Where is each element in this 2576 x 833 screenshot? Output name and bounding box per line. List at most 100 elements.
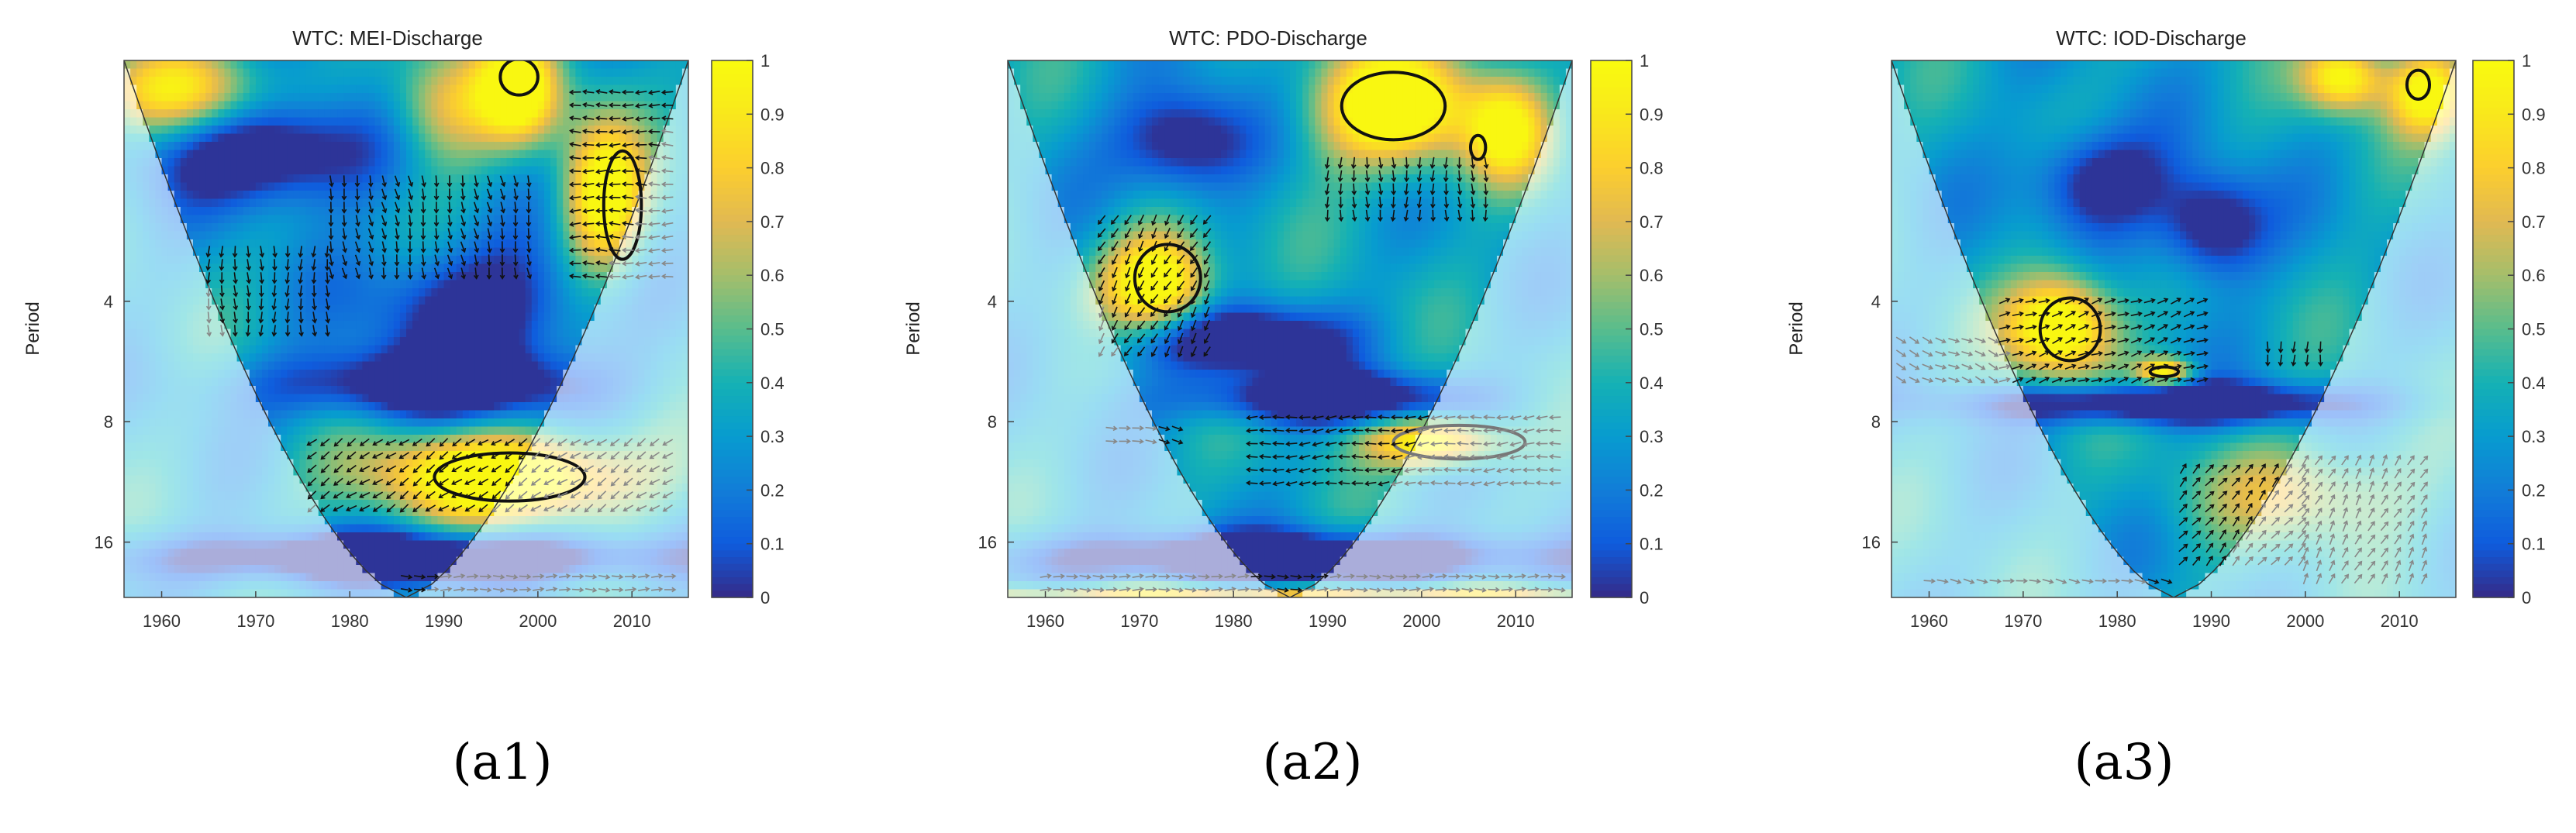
phase-arrow xyxy=(2104,324,2116,330)
phase-arrow xyxy=(272,259,278,271)
phase-arrow xyxy=(2298,542,2306,553)
phase-arrow xyxy=(386,491,396,499)
phase-arrow xyxy=(2012,324,2024,330)
phase-arrow xyxy=(1285,441,1298,447)
phase-arrow xyxy=(500,188,506,201)
phase-arrow xyxy=(2183,311,2195,318)
phase-arrow xyxy=(636,464,647,473)
phase-arrow xyxy=(346,464,357,473)
phase-arrow xyxy=(347,438,357,447)
phase-arrow xyxy=(1443,170,1449,183)
phase-arrow xyxy=(634,142,647,148)
phase-arrow xyxy=(1391,157,1397,170)
phase-arrow xyxy=(584,491,594,500)
phase-arrow xyxy=(246,298,251,311)
phase-arrow xyxy=(426,438,436,447)
phase-arrow xyxy=(2408,559,2415,572)
phase-arrow xyxy=(582,195,595,201)
phase-arrow xyxy=(1271,441,1285,446)
phase-arrow xyxy=(499,254,505,267)
phase-arrow xyxy=(2144,350,2155,357)
phase-arrow xyxy=(2302,533,2309,545)
phase-arrow xyxy=(634,155,647,161)
colorbar-tick-label: 0.8 xyxy=(1640,159,1664,178)
phase-arrow xyxy=(1522,441,1535,447)
phase-arrow xyxy=(1416,196,1422,209)
phase-arrow xyxy=(491,504,502,513)
phase-arrow xyxy=(1443,209,1450,222)
phase-arrow xyxy=(1124,215,1132,225)
phase-arrow xyxy=(2078,377,2090,383)
phase-arrow xyxy=(2420,507,2428,518)
phase-arrow xyxy=(2302,454,2309,466)
phase-arrow xyxy=(2196,298,2209,305)
phase-arrow xyxy=(1190,215,1198,225)
phase-arrow xyxy=(2147,578,2160,584)
phase-arrows xyxy=(205,89,677,593)
phase-arrow xyxy=(648,168,660,174)
phase-arrow xyxy=(1111,333,1119,344)
phase-arrow xyxy=(2284,490,2293,500)
x-tick-label: 1970 xyxy=(1120,611,1158,631)
phase-arrow xyxy=(2354,547,2362,558)
phase-arrow xyxy=(2419,455,2429,466)
phase-arrow xyxy=(504,439,516,446)
phase-arrow xyxy=(2064,363,2077,370)
phase-arrow xyxy=(394,241,400,253)
phase-arrow xyxy=(1098,254,1106,265)
phase-arrow xyxy=(2315,494,2323,505)
phase-arrow xyxy=(1338,196,1343,209)
phase-arrow xyxy=(2232,556,2240,566)
phase-arrow xyxy=(1138,227,1144,239)
phase-arrow xyxy=(206,325,212,337)
phase-arrow xyxy=(1922,377,1934,384)
phase-arrow xyxy=(1496,415,1509,421)
phase-arrow xyxy=(1171,587,1184,593)
phase-arrow xyxy=(635,103,647,108)
phase-arrow xyxy=(2354,520,2362,532)
phase-arrow xyxy=(1501,573,1514,580)
phase-arrow xyxy=(1390,209,1396,222)
colorbar-tick-label: 0.9 xyxy=(760,105,785,124)
phase-arrow xyxy=(2025,298,2037,304)
phase-arrow xyxy=(2271,490,2279,501)
phase-arrow xyxy=(1258,453,1271,460)
phase-arrow xyxy=(1259,440,1271,446)
phase-arrow xyxy=(1403,209,1409,222)
phase-arrow xyxy=(325,285,330,298)
phase-arrow xyxy=(1164,294,1172,305)
phase-arrow xyxy=(581,168,595,174)
x-tick-label: 1970 xyxy=(2004,611,2042,631)
phase-arrow xyxy=(2196,350,2209,356)
phase-arrow xyxy=(2095,578,2108,584)
phase-arrow xyxy=(1124,306,1132,318)
phase-arrow xyxy=(1191,319,1197,332)
phase-arrow xyxy=(2420,481,2428,492)
phase-arrow xyxy=(558,587,571,593)
phase-arrow xyxy=(2218,464,2228,473)
phase-arrow xyxy=(438,491,450,499)
phase-arrow xyxy=(557,491,568,499)
phase-arrow xyxy=(453,573,466,579)
phase-arrow xyxy=(491,439,502,446)
phase-arrow xyxy=(307,464,317,473)
phase-arrow xyxy=(569,142,581,147)
phase-arrow xyxy=(530,491,542,499)
phase-arrow xyxy=(2317,341,2323,354)
phase-arrow xyxy=(1264,573,1276,580)
phase-arrow xyxy=(544,438,554,447)
phase-arrow xyxy=(2065,324,2076,331)
phase-arrow xyxy=(1356,587,1368,593)
phase-arrows xyxy=(1040,157,1567,593)
phase-arrow xyxy=(1351,170,1357,183)
phase-arrow xyxy=(1111,253,1119,265)
phase-arrow xyxy=(2258,463,2266,474)
phase-arrow xyxy=(649,478,660,486)
phase-arrow xyxy=(517,504,528,512)
phase-arrow xyxy=(1404,415,1416,421)
phase-arrow xyxy=(1364,440,1377,446)
phase-arrow xyxy=(1351,453,1364,460)
phase-arrow xyxy=(660,102,674,108)
phase-arrow xyxy=(1177,281,1185,291)
phase-arrow xyxy=(1285,428,1298,433)
